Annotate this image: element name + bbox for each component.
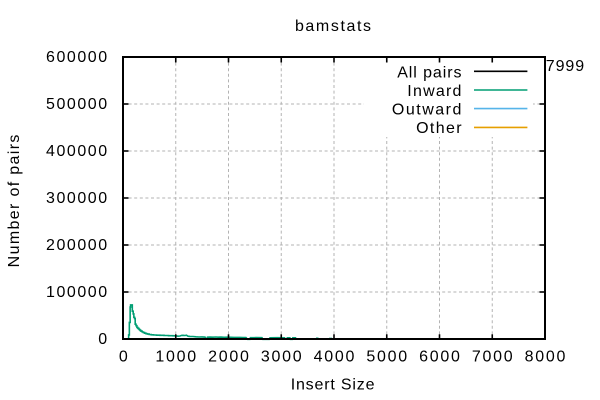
svg-text:6000: 6000 (419, 349, 461, 366)
svg-text:Other: Other (416, 120, 463, 137)
svg-text:2000: 2000 (208, 349, 250, 366)
svg-text:600000: 600000 (46, 49, 109, 66)
svg-text:0: 0 (98, 331, 108, 348)
svg-text:4000: 4000 (314, 349, 356, 366)
svg-text:8000: 8000 (525, 349, 567, 366)
svg-text:Number of pairs: Number of pairs (6, 133, 23, 267)
svg-text:Inward: Inward (407, 83, 462, 100)
svg-text:Insert Size: Insert Size (291, 376, 376, 393)
svg-text:7999: 7999 (546, 58, 585, 75)
svg-text:bamstats: bamstats (295, 18, 373, 35)
svg-text:400000: 400000 (46, 143, 109, 160)
svg-text:0: 0 (119, 349, 128, 366)
svg-text:200000: 200000 (46, 237, 109, 254)
svg-text:1000: 1000 (155, 349, 197, 366)
svg-text:3000: 3000 (261, 349, 303, 366)
svg-text:5000: 5000 (366, 349, 408, 366)
svg-text:300000: 300000 (46, 190, 109, 207)
svg-text:100000: 100000 (46, 284, 109, 301)
svg-text:7000: 7000 (472, 349, 514, 366)
svg-text:All pairs: All pairs (397, 64, 462, 81)
svg-text:500000: 500000 (46, 96, 109, 113)
svg-text:Outward: Outward (392, 102, 463, 119)
